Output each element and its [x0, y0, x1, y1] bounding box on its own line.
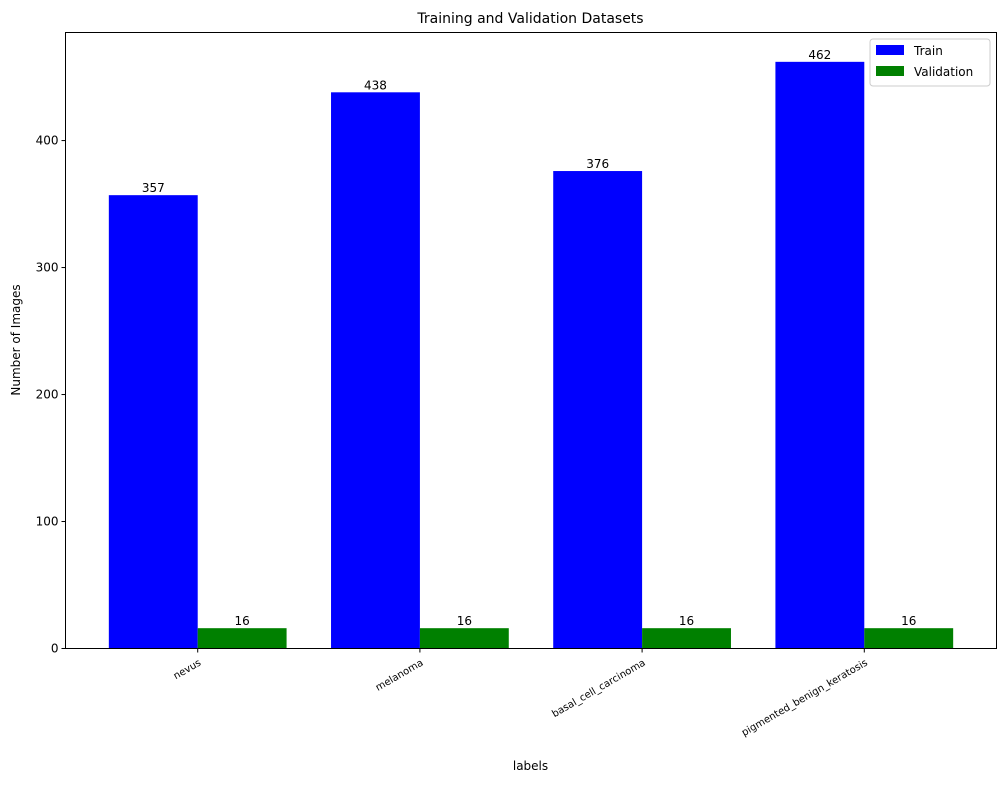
bar-validation-melanoma [419, 628, 509, 649]
data-label: 376 [586, 157, 609, 171]
data-label: 16 [235, 614, 250, 628]
bar-train-pigmented_benign_keratosis [775, 61, 865, 649]
data-label: 16 [457, 614, 472, 628]
bar-validation-basal_cell_carcinoma [642, 628, 731, 649]
x-tick-label: nevus [172, 658, 203, 683]
data-label: 438 [364, 78, 387, 92]
data-label: 16 [901, 614, 916, 628]
y-tick-label: 400 [36, 134, 59, 148]
data-label: 462 [808, 48, 831, 62]
axes-frame [65, 32, 997, 649]
legend-label-validation: Validation [914, 65, 973, 79]
bar-train-melanoma [331, 92, 420, 649]
x-tick-label: melanoma [374, 658, 426, 694]
legend-swatch-validation [876, 66, 904, 76]
legend: Train Validation [869, 38, 991, 87]
data-label: 16 [679, 614, 694, 628]
data-label: 357 [142, 181, 165, 195]
legend-label-train: Train [913, 44, 943, 58]
x-axis-label: labels [513, 759, 548, 773]
x-tick-label: basal_cell_carcinoma [550, 658, 647, 720]
y-tick-label: 200 [36, 388, 59, 402]
bar-validation-pigmented_benign_keratosis [864, 628, 954, 649]
legend-swatch-train [876, 45, 904, 55]
y-tick-label: 100 [36, 515, 59, 529]
y-axis-label: Number of Images [9, 284, 23, 395]
bar-validation-nevus [197, 628, 287, 649]
chart-title: Training and Validation Datasets [416, 11, 643, 27]
x-tick-label: pigmented_benign_keratosis [740, 658, 870, 739]
plot-area: 357 438 376 462 16 16 16 16 0 100 200 300 400 nevus me… [36, 48, 954, 739]
y-tick-label: 300 [36, 261, 59, 275]
bar-train-nevus [108, 195, 198, 649]
y-tick-label: 0 [51, 642, 59, 656]
bar-train-basal_cell_carcinoma [553, 171, 643, 649]
